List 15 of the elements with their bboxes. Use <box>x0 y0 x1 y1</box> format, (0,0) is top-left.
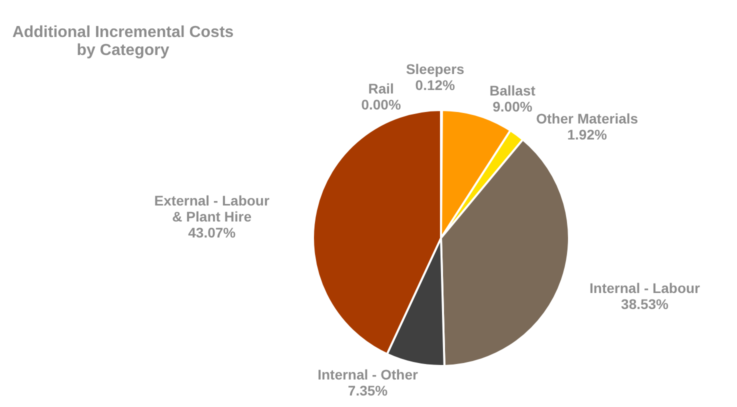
slice-label: Ballast <box>489 82 536 98</box>
data-label: 43.07% <box>188 224 236 241</box>
slice-label: Internal - Other <box>318 366 418 383</box>
slice-label: Internal - Labour <box>590 280 701 296</box>
data-label: 1.92% <box>567 126 608 143</box>
data-label: 0.12% <box>415 77 456 94</box>
data-label: 7.35% <box>348 382 388 399</box>
data-label: 38.53% <box>621 296 670 312</box>
slice-label: External - Labour & Plant Hire <box>154 192 270 225</box>
text: 0.00% <box>361 96 401 113</box>
category-label: Rail <box>368 80 394 97</box>
data-label: 9.00% <box>492 98 533 114</box>
chart-title: Additional Incremental Costs by Category <box>12 24 234 59</box>
slice-label: Sleepers <box>406 61 465 78</box>
slice-label: Other Materials <box>536 110 638 127</box>
